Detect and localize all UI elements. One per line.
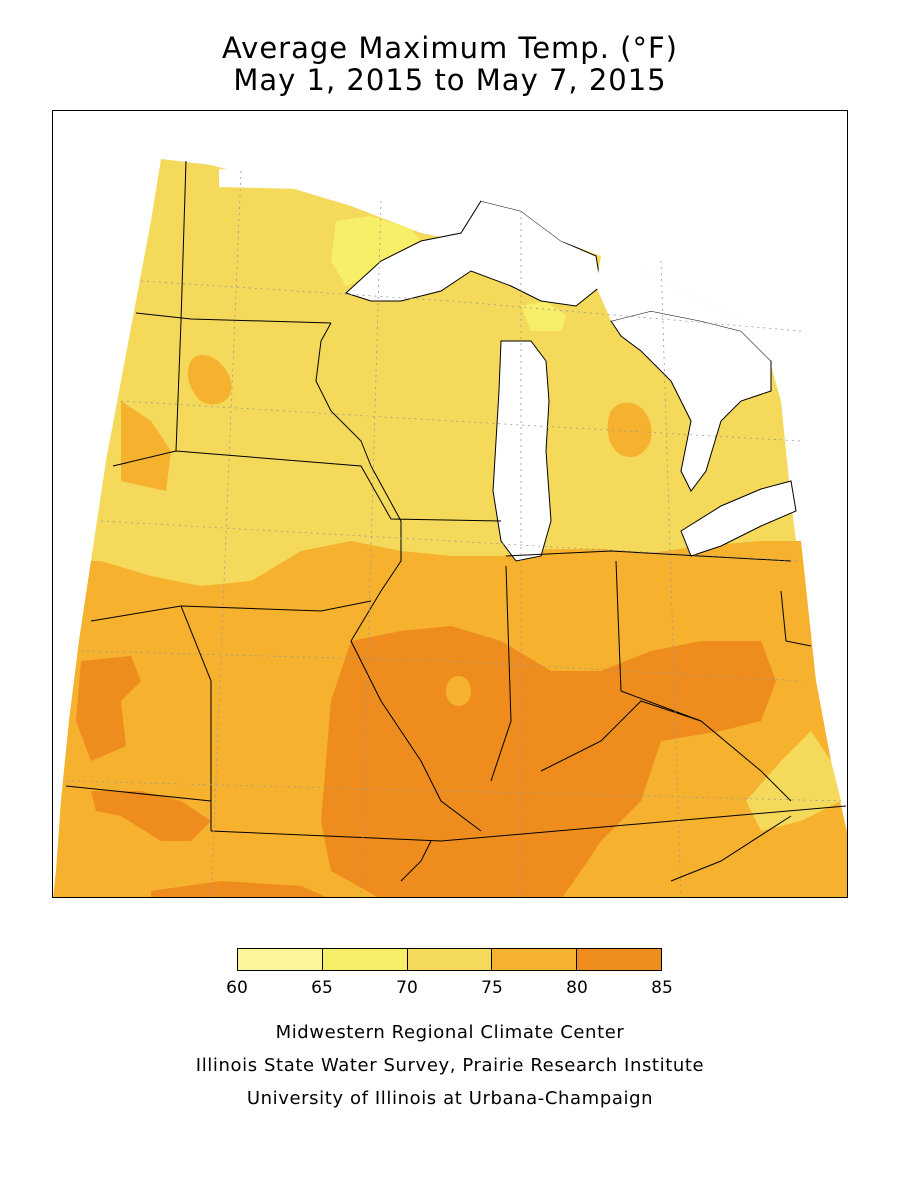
contour-65-70-up (521, 301, 566, 331)
legend-tick-60: 60 (226, 978, 248, 998)
lake-erie (680, 480, 797, 557)
graticule (65, 170, 842, 897)
legend-tick-85: 85 (651, 978, 673, 998)
contour-65-70-north (331, 216, 421, 286)
legend-tick-70: 70 (396, 978, 418, 998)
color-legend (237, 948, 662, 971)
contour-80-85-south (91, 791, 211, 841)
legend-swatch-75-80 (492, 949, 578, 970)
legend-swatch-65-70 (322, 949, 408, 970)
legend-swatch-60-65 (238, 949, 323, 970)
legend-swatch-70-75 (407, 949, 493, 970)
contour-70-75-east (746, 731, 841, 831)
credit-university: University of Illinois at Urbana-Champai… (246, 1088, 654, 1109)
contour-75-80-mi (607, 402, 652, 457)
map-title: Average Maximum Temp. (°F) (222, 31, 678, 65)
unmapped-area-north (219, 169, 301, 189)
credit-organization: Midwestern Regional Climate Center (275, 1022, 625, 1043)
lake-michigan (492, 340, 552, 562)
contour-75-80-west (121, 401, 171, 491)
canada-area (461, 141, 771, 361)
legend-tick-65: 65 (311, 978, 333, 998)
contour-80-85-central (321, 626, 776, 897)
temperature-map (52, 110, 848, 898)
legend-swatch-80-85 (577, 949, 661, 970)
contour-75-80-pocket (446, 676, 471, 706)
legend-tick-75: 75 (481, 978, 503, 998)
contour-80-85-west (76, 656, 141, 761)
legend-tick-80: 80 (566, 978, 588, 998)
state-boundaries (65, 160, 847, 882)
credit-survey: Illinois State Water Survey, Prairie Res… (195, 1055, 705, 1076)
contour-80-85-bottom (151, 881, 327, 897)
contour-75-80-mn (187, 354, 232, 405)
map-date-range: May 1, 2015 to May 7, 2015 (233, 63, 667, 97)
